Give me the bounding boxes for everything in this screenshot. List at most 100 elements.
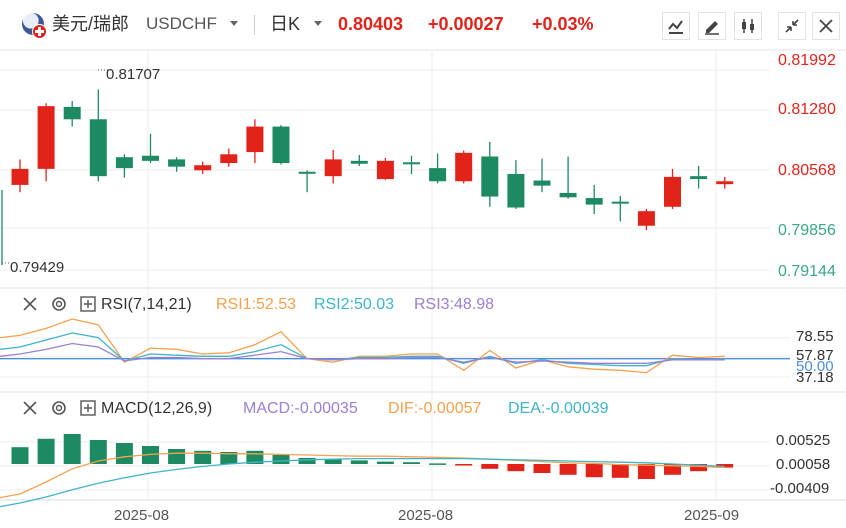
macd-tick: 0.00525 xyxy=(776,432,831,449)
rsi-title: RSI(7,14,21) xyxy=(101,296,192,313)
macd-bar xyxy=(507,464,525,472)
x-tick: 2025-08 xyxy=(114,507,170,524)
pair-name[interactable]: 美元/瑞郎 xyxy=(52,14,130,34)
macd-bar xyxy=(664,464,681,475)
candle-body xyxy=(533,180,551,186)
x-tick: 2025-08 xyxy=(398,507,454,524)
macd-tick: -0.00409 xyxy=(770,480,830,497)
candle-body xyxy=(429,168,447,182)
macd-bar xyxy=(533,464,551,473)
pen-icon xyxy=(705,21,719,35)
collapse-button[interactable] xyxy=(778,12,806,40)
dea-value: DEA:-0.00039 xyxy=(508,400,609,417)
macd-bar xyxy=(37,438,55,464)
candle-body xyxy=(716,181,734,185)
rsi1-value: RSI1:52.53 xyxy=(216,296,297,313)
candle-body xyxy=(272,126,290,164)
macd-bar xyxy=(559,464,577,475)
candle-body xyxy=(298,171,316,174)
candle-body xyxy=(611,201,629,204)
chart-type-button[interactable] xyxy=(734,12,762,40)
macd-tick: 0.00058 xyxy=(776,456,831,473)
candle-body xyxy=(194,165,212,171)
macd-bar xyxy=(89,440,107,464)
candle-body xyxy=(664,176,681,207)
macd-bar xyxy=(611,464,629,478)
draw-button[interactable] xyxy=(698,12,726,40)
candle-body xyxy=(168,159,186,167)
macd-bar xyxy=(376,461,394,464)
price-change-percent: +0.03% xyxy=(532,14,594,34)
candle-body xyxy=(324,159,342,177)
last-price: 0.80403 xyxy=(338,14,404,34)
macd-bar xyxy=(220,452,238,464)
low-price-label: 0.79429 xyxy=(10,259,65,276)
candle-body xyxy=(376,160,394,180)
chevron-down-icon[interactable] xyxy=(230,21,238,26)
candle-body xyxy=(559,192,577,198)
candle-body xyxy=(89,119,107,177)
macd-bar xyxy=(585,464,603,478)
candle-body xyxy=(690,176,708,180)
price-tick: 0.79144 xyxy=(778,263,836,280)
price-tick: 0.79856 xyxy=(778,222,836,239)
chf-flag-icon xyxy=(32,24,47,39)
macd-settings-gear-icon[interactable] xyxy=(50,399,68,417)
close-icon xyxy=(819,19,833,33)
rsi3-line xyxy=(0,342,725,364)
macd-bar xyxy=(455,464,473,466)
rsi-tick: 78.55 xyxy=(796,328,834,345)
settings-gear-icon[interactable] xyxy=(50,295,68,313)
close-button[interactable] xyxy=(812,12,840,40)
rsi2-value: RSI2:50.03 xyxy=(314,296,395,313)
macd-bar xyxy=(481,464,499,469)
macd-bar xyxy=(11,447,29,464)
collapse-icon xyxy=(785,19,799,33)
period-chevron-down-icon[interactable] xyxy=(314,21,322,26)
macd-bar xyxy=(298,458,316,464)
dea-line xyxy=(0,457,725,508)
candle-body xyxy=(403,162,420,165)
macd-bar xyxy=(63,434,81,464)
candle-body xyxy=(11,168,29,185)
candle-body xyxy=(63,106,81,120)
macd-bar xyxy=(194,450,212,464)
macd-bar xyxy=(637,464,655,479)
symbol[interactable]: USDCHF xyxy=(146,14,217,33)
macd-bar xyxy=(690,464,708,472)
line-chart-button[interactable] xyxy=(662,12,690,40)
candle-body xyxy=(481,156,499,197)
price-tick: 0.81992 xyxy=(778,52,836,69)
macd-value: MACD:-0.00035 xyxy=(243,400,358,417)
close-rsi-icon[interactable] xyxy=(22,296,38,312)
macd-bar xyxy=(272,455,290,464)
macd-bar xyxy=(350,460,368,464)
macd-add-indicator-icon[interactable] xyxy=(80,400,96,416)
candle-body xyxy=(246,126,264,153)
candle-body xyxy=(37,106,55,169)
candle-body xyxy=(142,155,159,161)
rsi-tick: 57.87 xyxy=(796,347,834,364)
candle-body xyxy=(350,160,368,164)
candlestick-icon xyxy=(742,19,754,33)
candle-body xyxy=(637,211,655,226)
candle-body xyxy=(585,198,603,205)
add-indicator-icon[interactable] xyxy=(80,296,96,312)
rsi-tick: 37.18 xyxy=(796,369,834,386)
x-tick: 2025-09 xyxy=(684,507,740,524)
macd-bar xyxy=(115,443,133,464)
close-macd-icon[interactable] xyxy=(22,400,38,416)
period-selector[interactable]: 日K xyxy=(270,14,301,34)
macd-bar xyxy=(324,459,342,464)
price-tick: 0.81280 xyxy=(778,101,836,118)
line-chart-icon xyxy=(668,20,683,34)
price-change: +0.00027 xyxy=(428,14,504,34)
high-price-label: 0.81707 xyxy=(106,66,161,83)
dif-line xyxy=(0,452,725,499)
chart-header: 美元/瑞郎 USDCHF 日K 0.80403 +0.00027 +0.03% xyxy=(0,0,846,50)
macd-bar xyxy=(403,462,420,464)
rsi1-line xyxy=(0,318,725,374)
candle-body xyxy=(507,173,525,208)
